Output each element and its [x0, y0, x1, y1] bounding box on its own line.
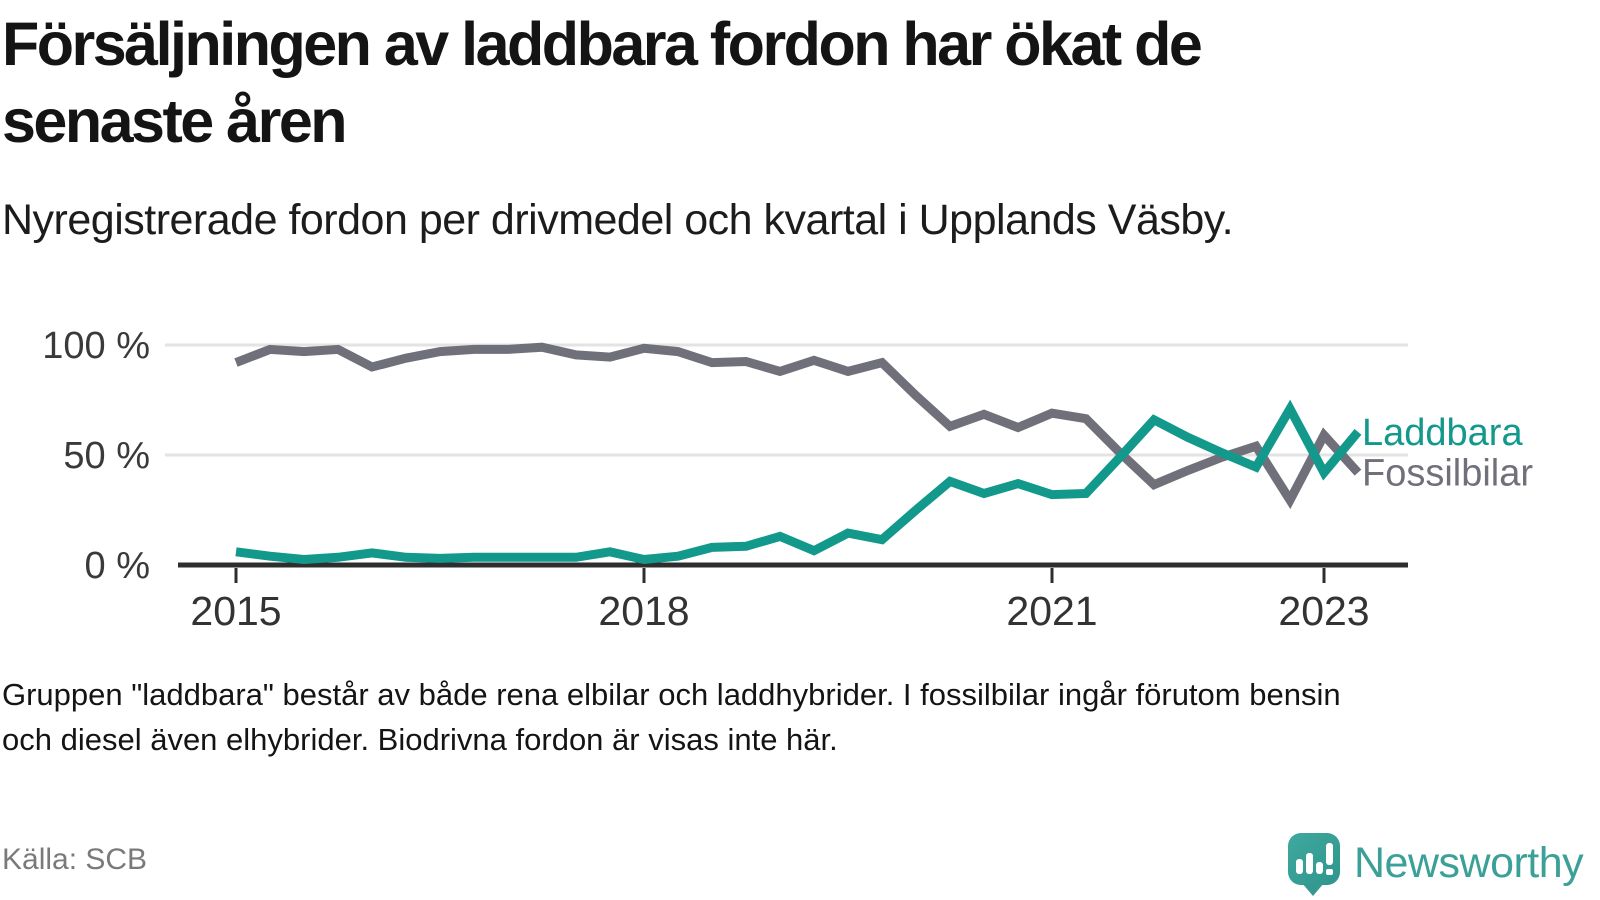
- y-axis-label-50: 50 %: [63, 435, 150, 477]
- chart-footnote-line-2: och diesel även elhybrider. Biodrivna fo…: [2, 722, 838, 757]
- x-axis-label-2021: 2021: [1006, 588, 1097, 634]
- logo-bar-1: [1296, 859, 1303, 874]
- page-subtitle: Nyregistrerade fordon per drivmedel och …: [2, 196, 1234, 244]
- brand-lockup: Newsworthy: [1288, 833, 1584, 899]
- logo-bar-3: [1316, 862, 1323, 874]
- page-title-line-2: senaste åren: [2, 87, 348, 155]
- legend-label-fossilbilar: Fossilbilar: [1362, 453, 1533, 495]
- logo-bar-2: [1306, 853, 1313, 874]
- series-line-laddbara: [235, 399, 1362, 565]
- y-axis-label-0: 0 %: [85, 545, 150, 587]
- logo-exclamation-bar: [1326, 843, 1333, 865]
- brand-name: Newsworthy: [1354, 839, 1584, 887]
- logo-exclamation-dot: [1326, 869, 1333, 875]
- speech-bubble-bar-chart-exclamation-icon: [1288, 833, 1340, 896]
- x-axis-label-2023: 2023: [1278, 588, 1369, 634]
- y-axis-label-100: 100 %: [42, 325, 150, 367]
- source-note: Källa: SCB: [2, 843, 148, 876]
- series-line-fossilbilar: [234, 342, 1362, 510]
- x-axis-label-2015: 2015: [190, 588, 281, 634]
- x-axis-label-2018: 2018: [598, 588, 689, 634]
- speech-bubble-tail: [1302, 883, 1324, 896]
- chart-footnote-line-1: Gruppen "laddbara" består av både rena e…: [2, 677, 1341, 712]
- chart-footnote: Gruppen "laddbara" består av både rena e…: [2, 672, 1592, 762]
- legend-label-laddbara: Laddbara: [1362, 412, 1523, 454]
- page-title: Försäljningen av laddbara fordon har öka…: [2, 6, 1592, 160]
- page-title-line-1: Försäljningen av laddbara fordon har öka…: [2, 10, 1203, 78]
